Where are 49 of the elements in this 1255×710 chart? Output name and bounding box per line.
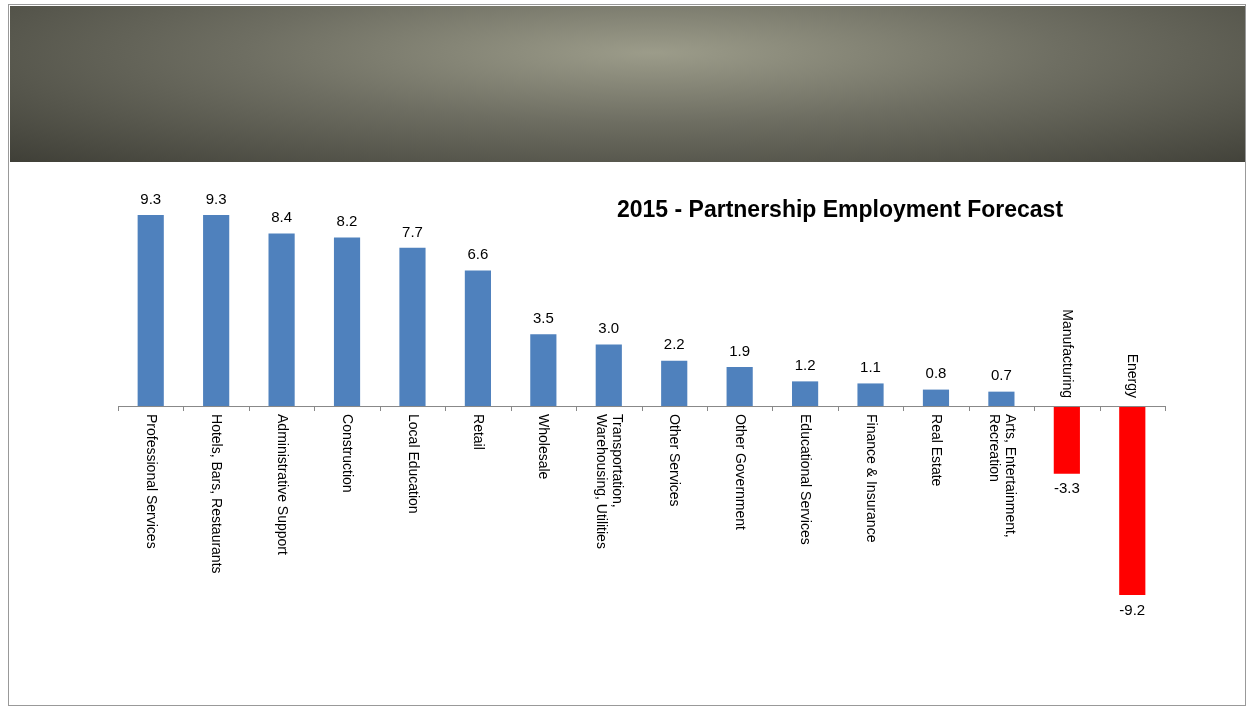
x-tick-label: Hotels, Bars, Restaurants [209, 414, 226, 574]
x-tick-label: Transportation, Warehousing, Utilities [593, 414, 626, 549]
data-label: 1.2 [794, 356, 816, 374]
x-tick-label: Manufacturing [1059, 309, 1076, 399]
data-label: 3.0 [598, 319, 620, 337]
bar [857, 383, 884, 407]
x-tick-label: Construction [340, 414, 357, 493]
x-tick-label: Finance & Insurance [863, 414, 880, 543]
bar [333, 237, 361, 407]
bar [203, 215, 230, 407]
data-label: 8.2 [336, 212, 358, 230]
data-label: -9.2 [1119, 600, 1146, 618]
data-label: 2.2 [663, 335, 685, 353]
bar [792, 381, 819, 407]
data-label: 6.6 [467, 245, 489, 263]
x-tick-label: Wholesale [536, 414, 553, 480]
x-tick-label: Retail [471, 414, 488, 450]
data-label: 8.4 [271, 208, 293, 226]
bar [464, 270, 491, 407]
data-label: 9.3 [140, 189, 162, 207]
bar [922, 389, 950, 407]
x-tick-label: Arts, Entertainment, Recreation [986, 414, 1019, 538]
bar [726, 367, 753, 407]
data-label: 0.7 [990, 366, 1012, 384]
bar [1119, 406, 1146, 595]
bar [661, 360, 688, 407]
x-tick-label: Energy [1125, 353, 1142, 399]
data-label: 3.5 [532, 308, 554, 326]
x-tick-label: Professional Services [143, 414, 160, 549]
x-tick-label: Educational Services [798, 414, 815, 545]
data-label: 0.8 [925, 364, 947, 382]
chart-title: 2015 - Partnership Employment Forecast [616, 196, 1064, 223]
bar [268, 233, 295, 407]
x-tick-label: Administrative Support [274, 414, 291, 555]
x-tick-label: Other Government [732, 414, 749, 531]
x-tick-label: Real Estate [929, 414, 946, 487]
data-label: 1.9 [729, 341, 751, 359]
bar [399, 247, 426, 407]
data-label: 1.1 [860, 358, 881, 376]
bar [530, 334, 557, 407]
x-tick-label: Other Services [667, 414, 684, 507]
bar [137, 215, 164, 407]
data-label: 9.3 [205, 189, 227, 207]
x-tick-label: Local Education [405, 414, 422, 514]
data-label: 7.7 [402, 222, 423, 240]
bar [1053, 406, 1080, 474]
bar [988, 391, 1015, 407]
bar [595, 344, 622, 407]
data-label: -3.3 [1053, 479, 1080, 497]
